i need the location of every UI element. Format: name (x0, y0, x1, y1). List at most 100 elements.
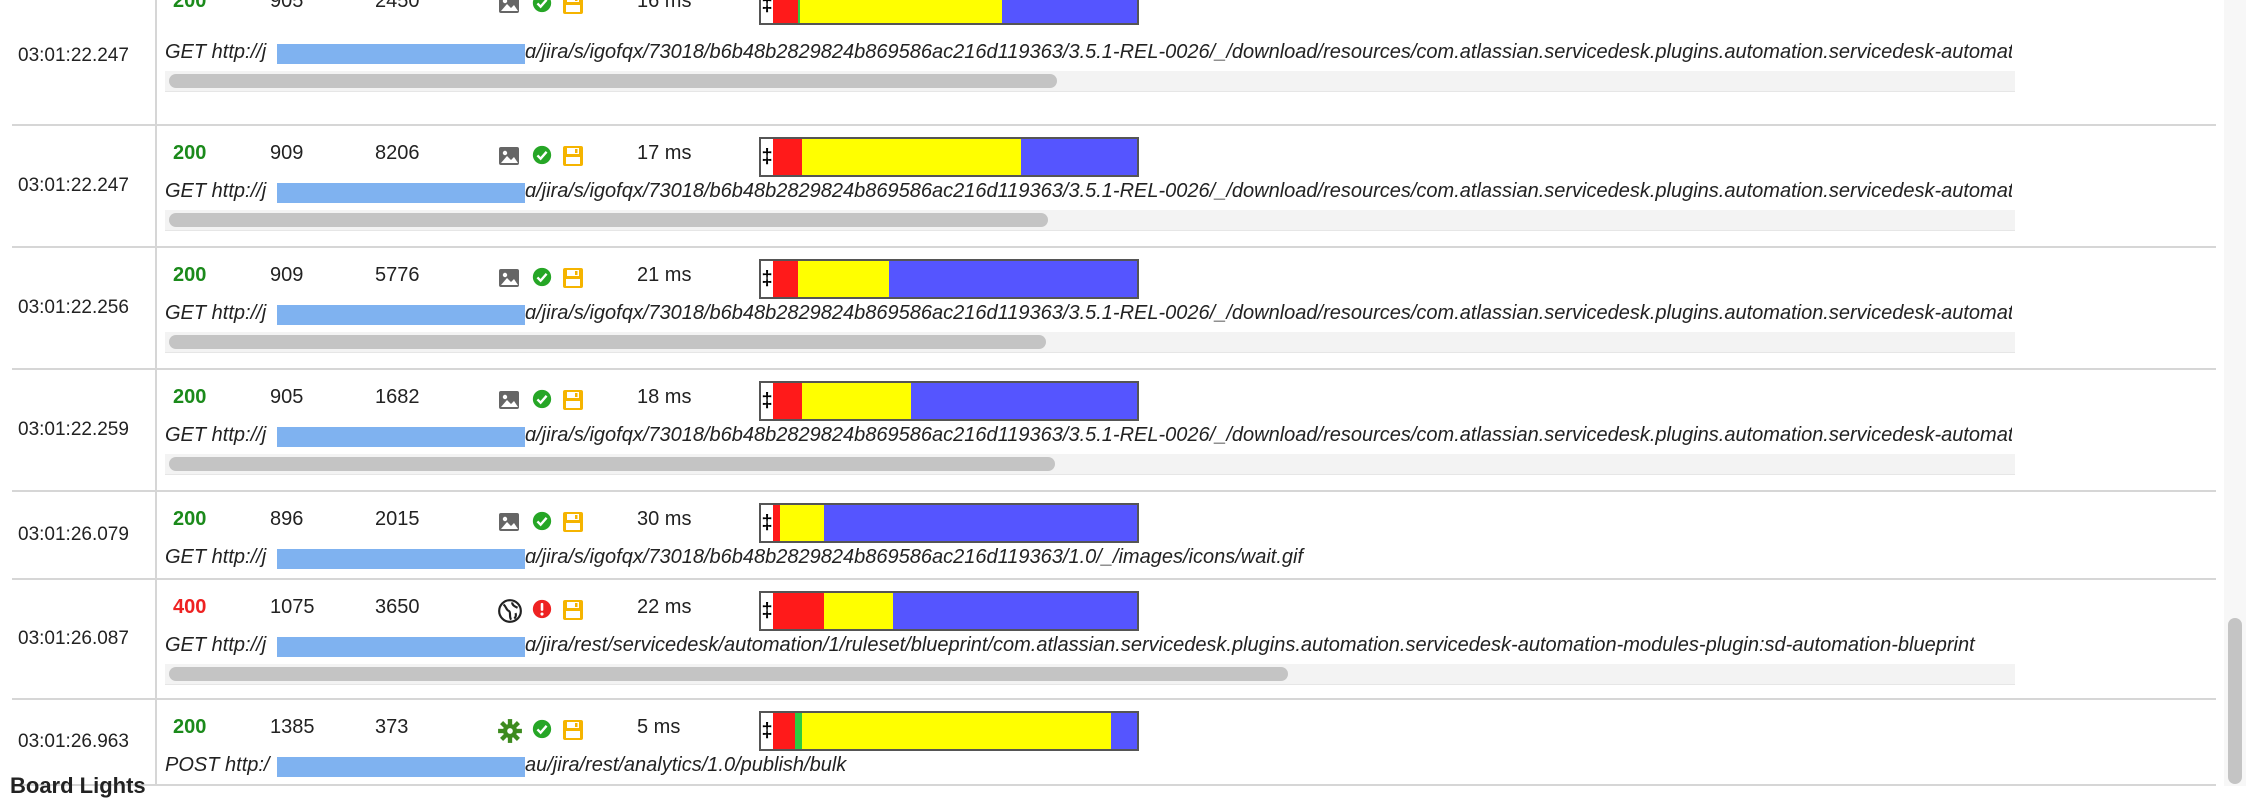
request-path: ɑ/jira/rest/servicedesk/automation/1/rul… (525, 634, 1975, 656)
horizontal-scrollbar[interactable] (165, 332, 2015, 353)
request-url[interactable]: POST http:/ au/jira/rest/analytics/1.0/pu… (157, 747, 2012, 783)
timing-bar[interactable]: ‡ (759, 381, 1139, 421)
timing-segment (773, 505, 781, 541)
request-url[interactable]: GET http://j ɑ/jira/rest/servicedesk/auto… (157, 627, 2012, 663)
response-size: 2015 (375, 508, 420, 530)
timing-bar[interactable]: ‡ (759, 711, 1139, 751)
timing-segments (773, 261, 1137, 297)
timing-bar[interactable]: ‡ (759, 591, 1139, 631)
request-method: GET http://j (165, 634, 267, 656)
timing-segment (773, 713, 795, 749)
request-stats: 200 905 2450 16 ms ‡ (157, 0, 2216, 25)
request-timestamp: 03:01:26.079 (18, 524, 129, 545)
request-timestamp: 03:01:22.256 (18, 297, 129, 318)
request-row[interactable]: 03:01:22.247 200 905 2450 16 ms ‡ GET http://j… (12, 0, 2216, 126)
horizontal-scroll-thumb[interactable] (169, 213, 1048, 227)
error-alert-icon (531, 598, 555, 622)
vertical-scrollbar[interactable] (2224, 0, 2246, 786)
request-details: 200 909 8206 17 ms ‡ GET http://j ɑ/jira/s/igo… (157, 126, 2216, 246)
request-url[interactable]: GET http://j ɑ/jira/s/igofqx/73018/b6b48b… (157, 173, 2012, 209)
request-url[interactable]: GET http://j ɑ/jira/s/igofqx/73018/b6b48b… (157, 417, 2012, 453)
request-url[interactable]: GET http://j ɑ/jira/s/igofqx/73018/b6b48b… (157, 539, 2012, 575)
request-url[interactable]: GET http://j ɑ/jira/s/igofqx/73018/b6b48b… (157, 34, 2012, 70)
request-method: GET http://j (165, 424, 267, 446)
request-stats: 200 905 1682 18 ms ‡ (157, 370, 2216, 421)
request-stats: 200 896 2015 30 ms ‡ (157, 492, 2216, 543)
timing-bar[interactable]: ‡ (759, 137, 1139, 177)
status-code: 200 (173, 142, 207, 164)
timing-segment (773, 593, 824, 629)
cache-save-icon (561, 718, 585, 742)
request-method: GET http://j (165, 41, 267, 63)
redacted-host (277, 757, 525, 777)
request-path: ɑ/jira/s/igofqx/73018/b6b48b2829824b8695… (525, 546, 1304, 568)
timing-bar[interactable]: ‡ (759, 503, 1139, 543)
success-check-icon (531, 266, 555, 290)
request-timestamp: 03:01:22.247 (18, 44, 129, 66)
column-divider (155, 126, 157, 246)
horizontal-scroll-thumb[interactable] (169, 74, 1057, 88)
horizontal-scrollbar[interactable] (165, 210, 2015, 231)
response-size: 2450 (375, 0, 420, 12)
request-path: ɑ/jira/s/igofqx/73018/b6b48b2829824b8695… (525, 424, 2012, 446)
request-details: 200 896 2015 30 ms ‡ GET http://j ɑ/jira/s/igo… (157, 492, 2216, 578)
timing-segment (889, 261, 1137, 297)
timing-segments (773, 593, 1137, 629)
response-size: 373 (375, 716, 409, 738)
timing-segments (773, 713, 1137, 749)
timing-segment (800, 0, 1003, 23)
redacted-host (277, 637, 525, 657)
horizontal-scroll-thumb[interactable] (169, 335, 1046, 349)
request-path: ɑ/jira/s/igofqx/73018/b6b48b2829824b8695… (525, 180, 2012, 202)
status-code: 400 (173, 596, 207, 618)
request-stats: 200 1385 373 5 ms ‡ (157, 700, 2216, 751)
horizontal-scroll-thumb[interactable] (169, 667, 1289, 681)
request-size: 909 (270, 142, 304, 164)
request-row[interactable]: 03:01:22.247 200 909 8206 17 ms ‡ GET http://j… (12, 126, 2216, 248)
timing-segment (773, 261, 799, 297)
request-duration: 18 ms (637, 386, 692, 408)
request-duration: 22 ms (637, 596, 692, 618)
request-row[interactable]: 03:01:26.087 400 1075 3650 22 ms ‡ GET http://… (12, 580, 2216, 700)
request-method: GET http://j (165, 546, 267, 568)
response-size: 1682 (375, 386, 420, 408)
request-duration: 5 ms (637, 716, 681, 738)
response-size: 3650 (375, 596, 420, 618)
horizontal-scrollbar[interactable] (165, 664, 2015, 685)
request-url[interactable]: GET http://j ɑ/jira/s/igofqx/73018/b6b48b… (157, 295, 2012, 331)
cache-save-icon (561, 0, 585, 16)
redacted-host (277, 183, 525, 203)
timing-segment (1020, 139, 1137, 175)
timing-segment (773, 139, 803, 175)
horizontal-scrollbar[interactable] (165, 71, 2015, 92)
timing-segment (911, 383, 1137, 419)
horizontal-scrollbar[interactable] (165, 454, 2015, 475)
request-size: 1385 (270, 716, 315, 738)
request-stats: 400 1075 3650 22 ms ‡ (157, 580, 2216, 631)
timing-bar[interactable]: ‡ (759, 259, 1139, 299)
horizontal-scroll-thumb[interactable] (169, 457, 1056, 471)
success-check-icon (531, 718, 555, 742)
request-details: 200 1385 373 5 ms ‡ POST http:/ au/jira/rest/a… (157, 700, 2216, 784)
timing-segments (773, 0, 1137, 23)
status-code: 200 (173, 716, 207, 738)
image-icon (497, 144, 521, 168)
timing-segment (802, 713, 1112, 749)
request-row[interactable]: 03:01:22.259 200 905 1682 18 ms ‡ GET http://j… (12, 370, 2216, 492)
request-row[interactable]: 03:01:22.256 200 909 5776 21 ms ‡ GET http://j… (12, 248, 2216, 370)
status-code: 200 (173, 264, 207, 286)
request-row[interactable]: 03:01:26.963 200 1385 373 5 ms ‡ POST http:/ au… (12, 700, 2216, 786)
cache-save-icon (561, 510, 585, 534)
globe-icon (497, 598, 522, 623)
timing-segments (773, 383, 1137, 419)
request-stats: 200 909 8206 17 ms ‡ (157, 126, 2216, 177)
request-row[interactable]: 03:01:26.079 200 896 2015 30 ms ‡ GET http://j… (12, 492, 2216, 580)
column-divider (155, 248, 157, 368)
vertical-scroll-thumb[interactable] (2228, 618, 2242, 784)
timing-segments (773, 139, 1137, 175)
section-heading: Board Lights (10, 773, 146, 798)
request-size: 896 (270, 508, 304, 530)
timing-bar[interactable]: ‡ (759, 0, 1139, 25)
status-code: 200 (173, 0, 207, 12)
request-timestamp: 03:01:26.087 (18, 628, 129, 649)
